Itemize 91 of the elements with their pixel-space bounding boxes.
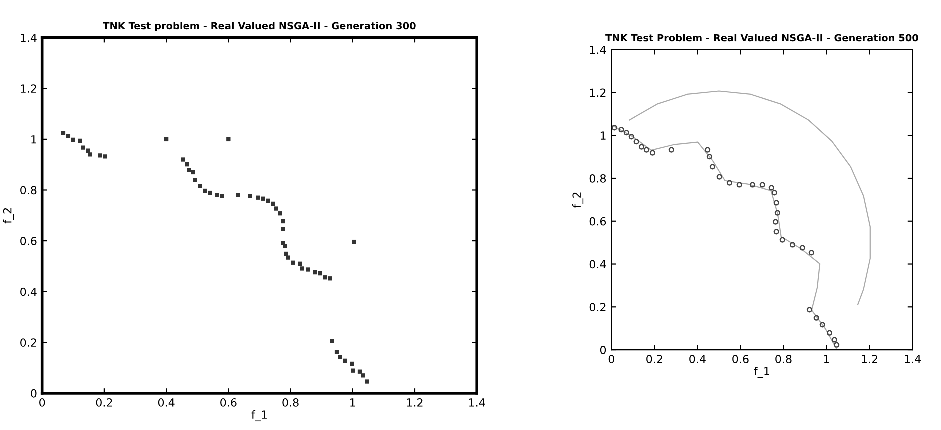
y-tick-label: 0.4 <box>590 260 606 269</box>
point <box>274 206 278 211</box>
point <box>365 380 370 384</box>
y-tick-label: 0.2 <box>20 338 36 348</box>
point <box>103 154 108 159</box>
y-tick-label: 0.8 <box>590 174 606 183</box>
point <box>215 192 220 198</box>
point <box>98 154 102 158</box>
point <box>313 270 318 275</box>
point <box>226 137 231 142</box>
y-tick-label: 0.4 <box>20 288 37 296</box>
point <box>343 358 348 364</box>
x-tick-label: 0.6 <box>220 398 237 407</box>
point <box>236 192 240 198</box>
point <box>318 271 322 276</box>
point <box>281 219 286 224</box>
x-tick-label: 0 <box>40 398 46 407</box>
y-tick-label: 0.8 <box>20 186 37 195</box>
point <box>187 168 192 173</box>
y-tick-label: 0.6 <box>20 237 37 246</box>
x-tick-label: 0.2 <box>646 355 662 364</box>
x-tick-label: 0.6 <box>732 355 749 364</box>
point <box>185 162 190 167</box>
point <box>266 198 270 203</box>
y-axis-title: f_2 <box>572 192 584 208</box>
point <box>323 276 328 280</box>
point <box>286 256 290 260</box>
x-tick-label: 0.2 <box>96 398 112 407</box>
x-tick-label: 1.4 <box>905 355 921 364</box>
point <box>61 131 66 136</box>
point <box>283 244 288 248</box>
point <box>248 194 252 198</box>
point <box>164 137 169 142</box>
x-tick-label: 0.4 <box>158 398 175 407</box>
chart-title: TNK Test Problem - Real Valued NSGA-II - Generation 500 <box>606 34 918 42</box>
point <box>291 260 296 265</box>
point <box>306 268 310 272</box>
point <box>198 184 202 188</box>
y-tick-label: 1 <box>600 132 606 140</box>
y-tick-label: 0 <box>600 346 606 354</box>
point <box>191 170 196 175</box>
point <box>181 158 186 162</box>
point <box>350 362 354 366</box>
point <box>328 276 332 281</box>
line-series <box>612 124 838 350</box>
x-axis-title: f_1 <box>754 367 770 378</box>
point <box>334 350 340 354</box>
chart-title: TNK Test problem - Real Valued NSGA-II - Generation 300 <box>103 22 416 32</box>
point <box>270 202 276 206</box>
point <box>203 188 208 194</box>
point <box>193 178 198 182</box>
point <box>208 190 212 196</box>
point <box>88 152 92 157</box>
point <box>281 227 286 232</box>
y-tick-label: 1 <box>32 136 36 144</box>
point <box>351 368 356 373</box>
point <box>261 196 266 201</box>
point <box>256 196 260 200</box>
line-series <box>629 90 871 306</box>
y-tick-label: 1.2 <box>590 88 606 97</box>
x-tick-label: 1.2 <box>862 355 878 364</box>
point <box>330 339 334 344</box>
y-tick-label: 1.2 <box>21 84 36 93</box>
y-axis-title: f_2 <box>3 208 14 224</box>
x-tick-label: 1.4 <box>469 398 486 407</box>
point <box>71 138 76 142</box>
y-tick-label: 1.4 <box>21 34 37 42</box>
point <box>300 266 304 271</box>
y-tick-label: 0.6 <box>590 217 606 226</box>
y-tick-label: 1.4 <box>590 46 606 54</box>
point <box>86 148 90 153</box>
y-tick-label: 0 <box>31 389 37 398</box>
point <box>81 146 86 150</box>
x-axis-title: f_1 <box>252 410 267 422</box>
x-tick-label: 1 <box>824 355 830 364</box>
point <box>66 134 71 138</box>
x-tick-label: 1.2 <box>407 398 423 407</box>
point <box>358 370 362 374</box>
x-tick-label: 0.8 <box>282 398 299 407</box>
x-tick-label: 0.4 <box>690 355 706 364</box>
point <box>338 355 342 360</box>
point <box>361 374 366 378</box>
y-tick-label: 0.2 <box>590 303 606 312</box>
x-tick-label: 0 <box>608 355 614 364</box>
point <box>352 240 356 244</box>
point <box>278 212 282 216</box>
point <box>298 262 302 266</box>
point <box>78 138 82 144</box>
point <box>220 194 224 198</box>
x-tick-label: 0.8 <box>776 355 792 364</box>
x-tick-label: 1 <box>350 398 356 407</box>
